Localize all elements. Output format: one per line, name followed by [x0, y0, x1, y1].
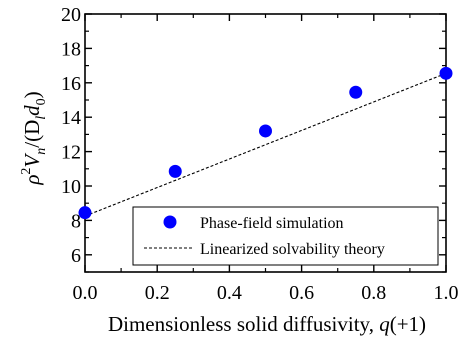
data-point	[349, 85, 363, 99]
y-label-mid: /(D	[20, 120, 44, 148]
x-axis-label-text: Dimensionless solid diffusivity,	[108, 312, 379, 336]
y-label-d: d	[20, 105, 44, 116]
y-label-v: V	[20, 153, 44, 168]
y-tick-label: 6	[71, 245, 81, 267]
y-label-v-sub: n	[34, 148, 49, 155]
x-axis-label-suffix: (+1)	[390, 312, 426, 336]
y-axis-label: ρ2Vn/(Dld0)	[19, 91, 49, 185]
y-label-d-sub: l	[34, 116, 49, 120]
axis-ticks	[84, 13, 447, 273]
x-tick-label: 1.0	[434, 282, 459, 304]
tick-labels: 0.0 0.2 0.4 0.6 0.8 1.0 6 8 10 12 14 16 18 20	[61, 4, 459, 304]
theory-line	[84, 72, 447, 217]
y-label-d0-sub: 0	[34, 98, 49, 105]
x-axis-label: Dimensionless solid diffusivity, q(+1)	[108, 312, 426, 336]
y-label-rho: ρ	[20, 175, 44, 186]
data-point	[439, 66, 453, 80]
x-tick-label: 0.0	[73, 282, 98, 304]
x-tick-label: 0.8	[361, 282, 386, 304]
y-tick-label: 16	[61, 73, 81, 95]
data-point	[168, 164, 182, 178]
legend-label-solvability: Linearized solvability theory	[200, 241, 385, 258]
legend-box	[132, 206, 439, 266]
x-tick-label: 0.2	[145, 282, 170, 304]
legend-marker-phase-field	[163, 215, 177, 229]
y-tick-label: 12	[61, 142, 81, 164]
data-point	[78, 206, 92, 220]
y-tick-label: 20	[61, 4, 81, 26]
legend: Phase-field simulation Linearized solvab…	[132, 206, 439, 266]
series-layer	[78, 66, 453, 220]
x-tick-label: 0.4	[217, 282, 242, 304]
y-tick-label: 10	[61, 176, 81, 198]
x-axis-label-variable: q	[379, 312, 390, 336]
x-tick-label: 0.6	[289, 282, 314, 304]
y-tick-label: 8	[71, 210, 81, 232]
y-label-rho-exp: 2	[19, 168, 34, 175]
legend-label-phase-field: Phase-field simulation	[200, 215, 344, 232]
y-tick-label: 18	[61, 38, 81, 60]
y-label-close: )	[20, 91, 44, 98]
y-tick-label: 14	[61, 107, 81, 129]
data-point	[259, 124, 272, 138]
